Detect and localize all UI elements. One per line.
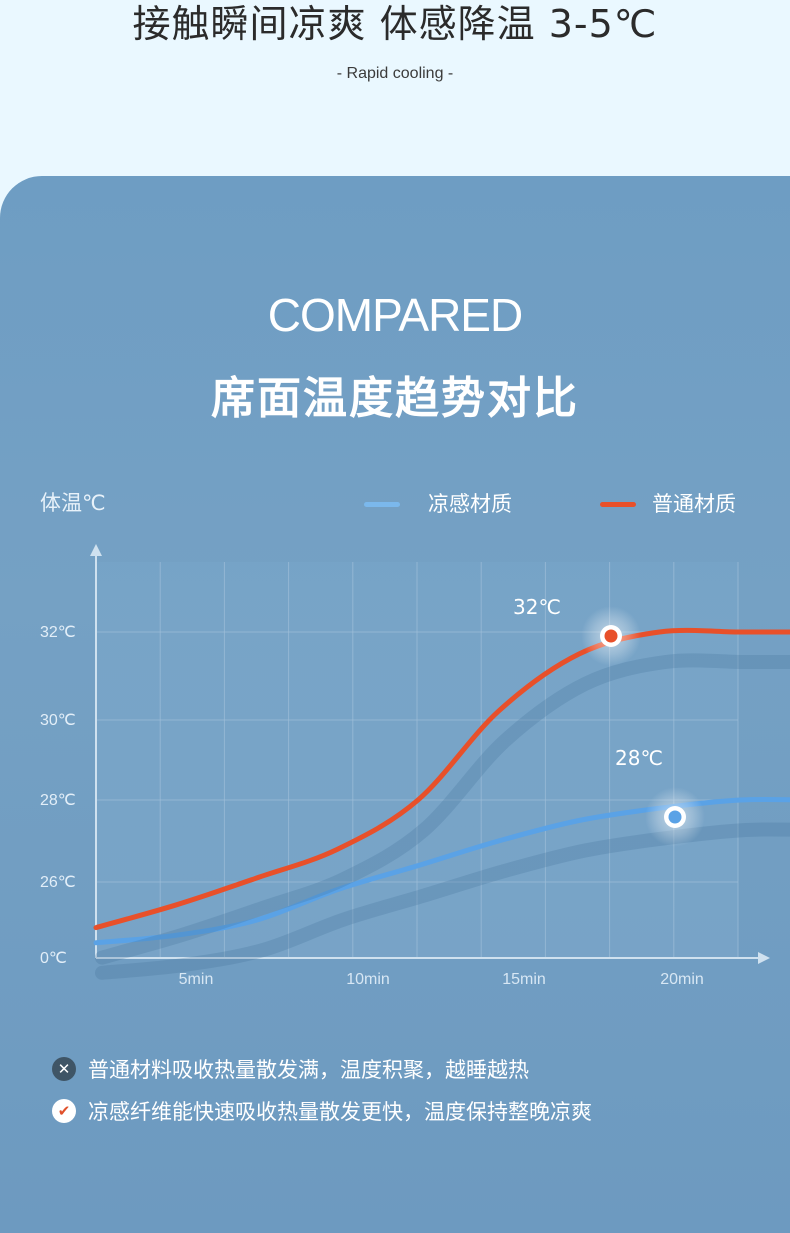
x-tick-label: 20min <box>660 971 704 988</box>
note-text: 凉感纤维能快速吸收热量散发更快，温度保持整晚凉爽 <box>88 1100 592 1124</box>
y-tick-label: 0℃ <box>40 950 67 967</box>
subline: - Rapid cooling - <box>336 65 454 82</box>
section-title-en: COMPARED <box>267 289 523 341</box>
section-title-cn: 席面温度趋势对比 <box>211 373 579 424</box>
value-label-cool: 28℃ <box>615 746 663 770</box>
series-group: 28℃ 32℃ <box>93 595 790 980</box>
y-axis-title: 体温℃ <box>40 491 106 515</box>
value-label-normal: 32℃ <box>513 595 561 619</box>
top-banner: 接触瞬间凉爽 体感降温 3-5℃ - Rapid cooling - <box>0 0 790 190</box>
axes <box>90 544 770 964</box>
x-axis-arrow-icon <box>758 952 770 964</box>
legend-swatch-normal <box>600 502 636 507</box>
x-icon: ✕ <box>52 1057 76 1081</box>
line-chart: 28℃ 32℃ 0℃ 26℃ 28℃ 30℃ 32℃ 5min 10min 15min 20min <box>40 544 790 988</box>
series-line-normal <box>93 627 790 931</box>
y-tick-label: 26℃ <box>40 874 76 891</box>
y-tick-label: 32℃ <box>40 624 76 641</box>
marker-point-normal <box>604 629 618 643</box>
x-tick-label: 5min <box>179 971 214 988</box>
note-text: 普通材料吸收热量散发满，温度积聚，越睡越热 <box>88 1058 529 1082</box>
tick-labels: 0℃ 26℃ 28℃ 30℃ 32℃ 5min 10min 15min 20min <box>40 624 704 988</box>
y-tick-label: 28℃ <box>40 792 76 809</box>
legend-label-normal: 普通材质 <box>652 492 736 516</box>
x-tick-label: 15min <box>502 971 546 988</box>
marker-point-cool <box>668 810 682 824</box>
grid <box>96 562 739 958</box>
legend-label-cool: 凉感材质 <box>428 492 512 516</box>
legend-swatch-cool <box>364 502 400 507</box>
y-tick-label: 30℃ <box>40 712 76 729</box>
headline: 接触瞬间凉爽 体感降温 3-5℃ <box>132 2 658 46</box>
check-icon: ✔ <box>52 1099 76 1123</box>
y-axis-arrow-icon <box>90 544 102 556</box>
series-shadow <box>95 653 790 965</box>
x-tick-label: 10min <box>346 971 390 988</box>
